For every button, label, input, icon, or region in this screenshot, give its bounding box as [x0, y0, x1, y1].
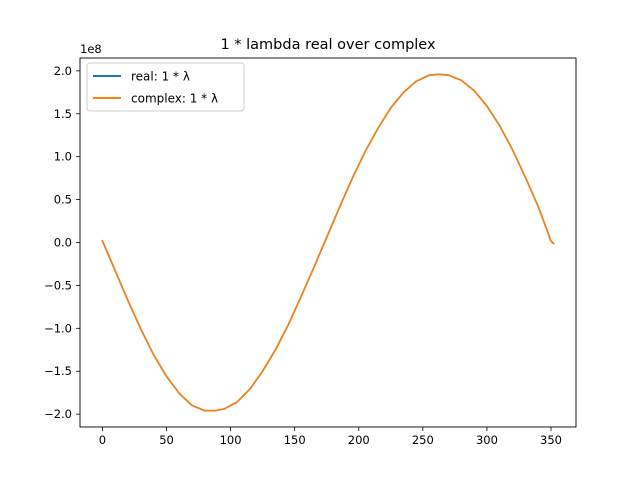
x-axis: 0 50 100 150 200 250 300 350 — [99, 427, 562, 447]
y-axis: −2.0 −1.5 −1.0 −0.5 0.0 0.5 1.0 1.5 2.0 — [44, 64, 80, 421]
x-tick-label: 0 — [99, 433, 106, 447]
x-tick-label: 300 — [476, 433, 498, 447]
y-tick-label: 0.5 — [54, 193, 72, 207]
legend-label-real: real: 1 * λ — [131, 70, 190, 84]
x-tick-label: 250 — [412, 433, 434, 447]
series-layer — [101, 73, 555, 412]
x-tick-label: 350 — [540, 433, 562, 447]
legend-label-complex: complex: 1 * λ — [131, 92, 218, 106]
x-tick-label: 200 — [348, 433, 370, 447]
series-line-complex — [101, 73, 555, 412]
y-tick-label: 2.0 — [54, 64, 72, 78]
chart-title: 1 * lambda real over complex — [220, 37, 436, 53]
y-tick-label: −1.5 — [44, 364, 72, 378]
y-tick-label: −2.0 — [44, 407, 72, 421]
y-tick-label: 1.0 — [54, 150, 72, 164]
y-tick-label: 1.5 — [54, 107, 72, 121]
legend-box — [86, 62, 245, 112]
legend: real: 1 * λ complex: 1 * λ — [86, 62, 245, 112]
y-tick-label: −1.0 — [44, 321, 72, 335]
y-axis-offset-label: 1e8 — [80, 42, 102, 56]
y-tick-label: 0.0 — [54, 236, 72, 250]
y-tick-label: −0.5 — [44, 278, 72, 292]
x-tick-label: 150 — [284, 433, 306, 447]
x-tick-label: 100 — [220, 433, 242, 447]
x-tick-label: 50 — [159, 433, 174, 447]
